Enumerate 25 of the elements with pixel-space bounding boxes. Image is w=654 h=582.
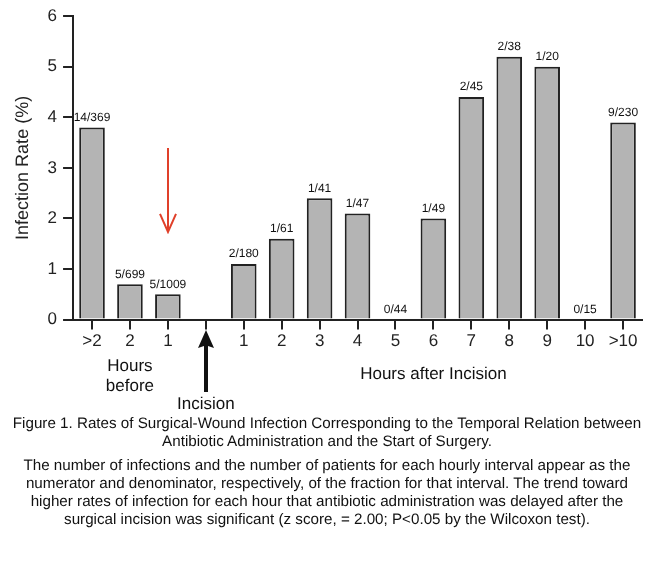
x-tick-label: 1 [163,330,174,351]
text: Incision [176,393,236,414]
x-tick-label: 2 [125,330,136,351]
y-tick-label: 4 [47,106,58,127]
x-tick-label: 7 [466,330,477,351]
x-tick-label: 3 [314,330,325,351]
y-tick-label: 5 [47,55,58,76]
text: Hours before [105,355,155,396]
x-tick-label: >10 [608,330,638,351]
text: Hours after Incision [360,363,508,384]
x-tick-label: 2 [276,330,287,351]
y-tick-label: 3 [47,156,58,177]
x-tick-label: 5 [390,330,401,351]
y-tick-label: 2 [47,207,58,228]
x-tick-label: 1 [239,330,249,351]
x-tick-label: 8 [504,330,515,351]
x-tick-label: 6 [428,330,439,351]
x-tick-label: 10 [575,330,596,351]
y-tick-label: 6 [47,4,58,25]
x-tick-label: 4 [352,330,363,351]
x-tick-label: >2 [82,330,103,351]
y-axis-title: Infection Rate (%) [11,95,32,240]
x-tick-label: 9 [542,330,553,351]
y-tick-label: 1 [47,257,58,278]
y-tick-label: 0 [47,308,58,329]
